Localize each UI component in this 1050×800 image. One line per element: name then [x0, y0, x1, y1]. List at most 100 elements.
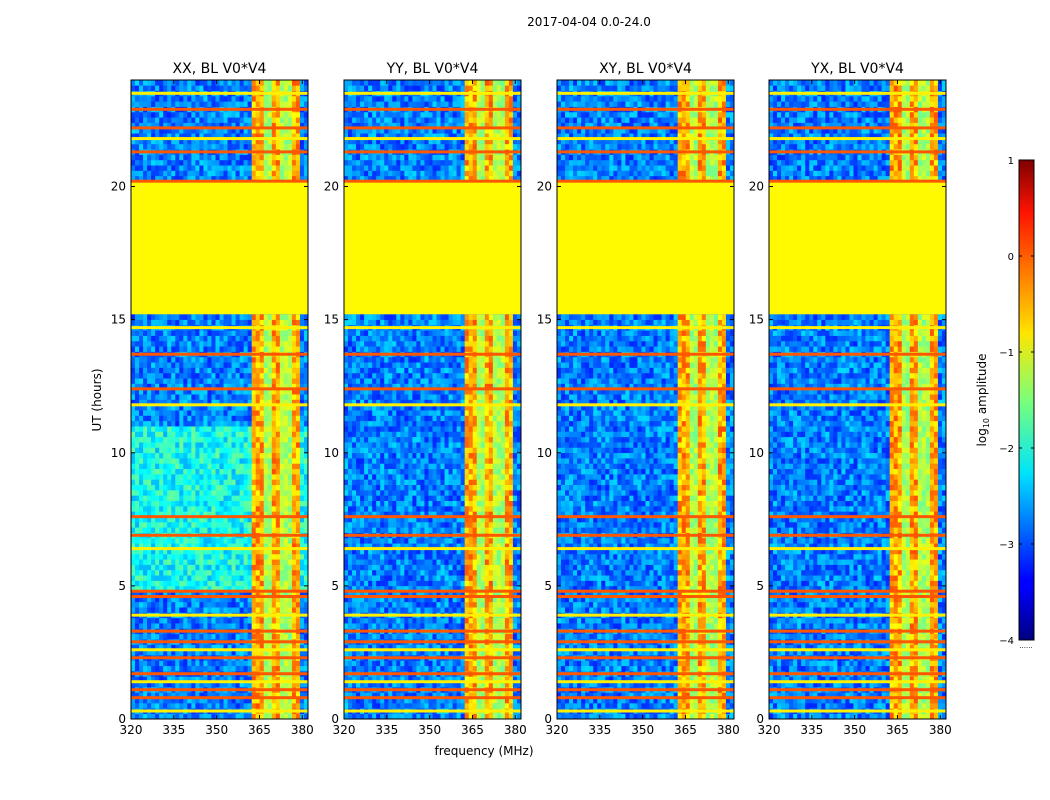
rfi-line	[344, 640, 521, 644]
x-tick-label: 380	[929, 723, 952, 737]
rfi-line	[131, 387, 308, 391]
rfi-line	[769, 387, 946, 391]
rfi-line	[557, 680, 734, 684]
y-tick-label: 15	[537, 313, 552, 327]
rfi-line	[769, 613, 946, 617]
rfi-line	[131, 589, 308, 593]
spectrogram-image	[344, 80, 521, 719]
panel-title: YY, BL V0*V4	[386, 61, 479, 77]
rfi-line	[131, 680, 308, 684]
rfi-line	[769, 672, 946, 676]
rfi-line	[344, 107, 521, 111]
colorbar-tick-label: −3	[999, 540, 1014, 551]
flagged-region	[769, 181, 946, 315]
flagged-region	[557, 181, 734, 315]
rfi-line	[131, 648, 308, 652]
y-tick-label: 20	[111, 180, 126, 194]
y-tick-label: 15	[111, 313, 126, 327]
rfi-line	[131, 126, 308, 130]
panel-3: YX, BL V0*V4 320 335 350 365 380 0 5 10 15 20	[749, 61, 952, 737]
rfi-line	[769, 696, 946, 700]
rfi-line	[769, 107, 946, 111]
colorbar-bottom-note: ......	[1019, 642, 1032, 650]
rfi-line	[344, 613, 521, 617]
rfi-line	[557, 387, 734, 391]
x-tick-label: 320	[120, 723, 143, 737]
colorbar-label-subscript: 10	[982, 418, 991, 428]
rfi-line	[131, 179, 308, 183]
spectrogram-image	[131, 80, 308, 719]
colorbar-tick-label: 1	[1008, 156, 1014, 167]
y-tick-label: 10	[111, 446, 126, 460]
rfi-line	[344, 709, 521, 713]
panel-0: XX, BL V0*V4 320 335 350 365 380 0 5 10 15 20	[111, 61, 314, 737]
colorbar-tick-label: 0	[1008, 252, 1014, 263]
x-tick-label: 335	[588, 723, 611, 737]
y-tick-label: 20	[537, 180, 552, 194]
rfi-line	[131, 547, 308, 551]
y-tick-label: 0	[756, 712, 764, 726]
rfi-line	[557, 709, 734, 713]
rfi-line	[769, 352, 946, 356]
x-tick-label: 350	[631, 723, 654, 737]
rfi-line	[769, 640, 946, 644]
y-tick-label: 5	[544, 579, 552, 593]
x-tick-label: 350	[843, 723, 866, 737]
rfi-line	[769, 595, 946, 599]
rfi-line	[344, 547, 521, 551]
rfi-line	[557, 533, 734, 537]
x-tick-label: 365	[674, 723, 697, 737]
rfi-line	[769, 150, 946, 154]
rfi-line	[557, 403, 734, 407]
rfi-line	[557, 672, 734, 676]
panel-title: XX, BL V0*V4	[173, 61, 267, 77]
x-tick-label: 350	[418, 723, 441, 737]
rfi-line	[769, 179, 946, 183]
y-tick-label: 5	[118, 579, 126, 593]
x-tick-label: 350	[205, 723, 228, 737]
y-tick-label: 0	[544, 712, 552, 726]
flagged-region	[344, 181, 521, 315]
flagged-region	[131, 181, 308, 315]
rfi-line	[344, 137, 521, 141]
rfi-line	[769, 547, 946, 551]
y-tick-label: 20	[324, 180, 339, 194]
rfi-line	[131, 326, 308, 330]
rfi-line	[344, 533, 521, 537]
rfi-line	[557, 150, 734, 154]
x-tick-label: 320	[333, 723, 356, 737]
rfi-line	[131, 107, 308, 111]
rfi-line	[769, 656, 946, 660]
panel-1: YY, BL V0*V4 320 335 350 365 380 0 5 10 15 20	[324, 61, 527, 737]
rfi-line	[131, 640, 308, 644]
y-tick-label: 15	[749, 313, 764, 327]
axes-frame	[343, 79, 522, 720]
colorbar-gradient	[1018, 159, 1035, 641]
rfi-line	[557, 515, 734, 519]
rfi-line	[557, 126, 734, 130]
colorbar-label-suffix: amplitude	[975, 354, 989, 418]
rfi-line	[344, 589, 521, 593]
rfi-line	[769, 91, 946, 95]
x-tick-label: 320	[758, 723, 781, 737]
rfi-line	[131, 515, 308, 519]
figure-suptitle: 2017-04-04 0.0-24.0	[527, 15, 651, 29]
x-tick-label: 380	[717, 723, 740, 737]
rfi-line	[769, 680, 946, 684]
rfi-line	[557, 352, 734, 356]
rfi-line	[344, 595, 521, 599]
rfi-line	[344, 387, 521, 391]
rfi-line	[769, 326, 946, 330]
rfi-line	[557, 613, 734, 617]
x-tick-label: 365	[461, 723, 484, 737]
heatmap-panels: XX, BL V0*V4 320 335 350 365 380 0 5 10 15 20 YY, B…	[111, 61, 952, 737]
rfi-line	[344, 672, 521, 676]
panel-title: YX, BL V0*V4	[810, 61, 904, 77]
x-tick-label: 380	[504, 723, 527, 737]
rfi-line	[344, 179, 521, 183]
rfi-line	[131, 352, 308, 356]
rfi-line	[769, 403, 946, 407]
y-tick-label: 5	[331, 579, 339, 593]
rfi-line	[344, 352, 521, 356]
colorbar-label-log: log	[975, 428, 989, 446]
